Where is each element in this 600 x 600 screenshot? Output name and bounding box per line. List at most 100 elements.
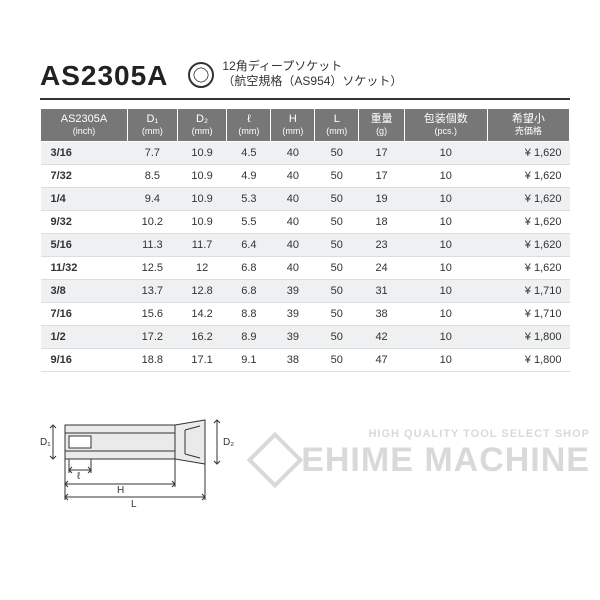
watermark-logo-icon bbox=[247, 432, 304, 489]
table-row: 3/167.710.94.540501710¥ 1,620 bbox=[41, 141, 570, 164]
desc-line2: （航空規格（AS954）ソケット） bbox=[222, 74, 402, 90]
cell: 3/16 bbox=[41, 141, 128, 164]
socket-profile-icon bbox=[188, 62, 214, 88]
cell: 50 bbox=[315, 256, 359, 279]
cell: 18 bbox=[359, 210, 405, 233]
cell: 23 bbox=[359, 233, 405, 256]
table-row: 1/49.410.95.340501910¥ 1,620 bbox=[41, 187, 570, 210]
cell: 42 bbox=[359, 325, 405, 348]
cell: 39 bbox=[271, 302, 315, 325]
diagram-label-h: H bbox=[117, 485, 124, 496]
cell: 12.8 bbox=[177, 279, 227, 302]
cell: 9.4 bbox=[128, 187, 178, 210]
cell: 11/32 bbox=[41, 256, 128, 279]
cell: ¥ 1,800 bbox=[487, 325, 569, 348]
cell: 10 bbox=[404, 302, 487, 325]
diagram-label-l: ℓ bbox=[77, 471, 81, 482]
column-header: 包装個数(pcs.) bbox=[404, 109, 487, 142]
cell: 10.9 bbox=[177, 187, 227, 210]
column-header: H(mm) bbox=[271, 109, 315, 142]
column-header: AS2305A(inch) bbox=[41, 109, 128, 142]
cell: 17.2 bbox=[128, 325, 178, 348]
cell: 10.9 bbox=[177, 141, 227, 164]
cell: 50 bbox=[315, 210, 359, 233]
cell: 10 bbox=[404, 141, 487, 164]
cell: 8.9 bbox=[227, 325, 271, 348]
diagram-label-d2: D₂ bbox=[223, 437, 234, 448]
watermark-tagline: HIGH QUALITY TOOL SELECT SHOP bbox=[255, 428, 590, 440]
cell: 6.8 bbox=[227, 279, 271, 302]
cell: 40 bbox=[271, 164, 315, 187]
watermark-brand-text: EHIME MACHINE bbox=[301, 443, 590, 477]
cell: 9.1 bbox=[227, 348, 271, 371]
cell: 7/16 bbox=[41, 302, 128, 325]
watermark: HIGH QUALITY TOOL SELECT SHOP EHIME MACH… bbox=[255, 428, 600, 480]
cell: ¥ 1,800 bbox=[487, 348, 569, 371]
cell: 11.7 bbox=[177, 233, 227, 256]
table-row: 3/813.712.86.839503110¥ 1,710 bbox=[41, 279, 570, 302]
cell: 8.5 bbox=[128, 164, 178, 187]
table-row: 9/1618.817.19.138504710¥ 1,800 bbox=[41, 348, 570, 371]
cell: 10 bbox=[404, 233, 487, 256]
cell: 1/4 bbox=[41, 187, 128, 210]
cell: ¥ 1,620 bbox=[487, 256, 569, 279]
cell: 50 bbox=[315, 141, 359, 164]
cell: 10 bbox=[404, 348, 487, 371]
cell: 1/2 bbox=[41, 325, 128, 348]
cell: 50 bbox=[315, 325, 359, 348]
cell: 7/32 bbox=[41, 164, 128, 187]
spec-table: AS2305A(inch)D₁(mm)D₂(mm)ℓ(mm)H(mm)L(mm)… bbox=[40, 108, 570, 372]
table-row: 7/1615.614.28.839503810¥ 1,710 bbox=[41, 302, 570, 325]
dimension-diagram: D₁ D₂ ℓ H L bbox=[35, 400, 255, 515]
cell: 47 bbox=[359, 348, 405, 371]
watermark-brand: EHIME MACHINE bbox=[255, 440, 590, 480]
cell: ¥ 1,710 bbox=[487, 302, 569, 325]
cell: 17 bbox=[359, 141, 405, 164]
cell: 50 bbox=[315, 233, 359, 256]
diagram-label-L: L bbox=[131, 499, 137, 510]
cell: 13.7 bbox=[128, 279, 178, 302]
cell: 10 bbox=[404, 256, 487, 279]
cell: 9/16 bbox=[41, 348, 128, 371]
cell: 4.9 bbox=[227, 164, 271, 187]
cell: 9/32 bbox=[41, 210, 128, 233]
cell: 5.3 bbox=[227, 187, 271, 210]
cell: 12 bbox=[177, 256, 227, 279]
cell: 8.8 bbox=[227, 302, 271, 325]
cell: 40 bbox=[271, 233, 315, 256]
diagram-label-d1: D₁ bbox=[40, 437, 51, 448]
cell: 16.2 bbox=[177, 325, 227, 348]
column-header: ℓ(mm) bbox=[227, 109, 271, 142]
cell: 4.5 bbox=[227, 141, 271, 164]
cell: 6.8 bbox=[227, 256, 271, 279]
cell: 10.9 bbox=[177, 164, 227, 187]
cell: ¥ 1,620 bbox=[487, 233, 569, 256]
table-row: 1/217.216.28.939504210¥ 1,800 bbox=[41, 325, 570, 348]
cell: 3/8 bbox=[41, 279, 128, 302]
cell: 10 bbox=[404, 187, 487, 210]
column-header: L(mm) bbox=[315, 109, 359, 142]
cell: 6.4 bbox=[227, 233, 271, 256]
cell: 10.9 bbox=[177, 210, 227, 233]
cell: 10 bbox=[404, 164, 487, 187]
product-description: 12角ディープソケット （航空規格（AS954）ソケット） bbox=[222, 59, 402, 90]
cell: 10 bbox=[404, 210, 487, 233]
cell: 31 bbox=[359, 279, 405, 302]
spec-header: AS2305A 12角ディープソケット （航空規格（AS954）ソケット） bbox=[40, 60, 570, 100]
cell: ¥ 1,710 bbox=[487, 279, 569, 302]
cell: ¥ 1,620 bbox=[487, 187, 569, 210]
cell: 19 bbox=[359, 187, 405, 210]
cell: 10 bbox=[404, 325, 487, 348]
cell: 38 bbox=[359, 302, 405, 325]
cell: ¥ 1,620 bbox=[487, 141, 569, 164]
table-row: 11/3212.5126.840502410¥ 1,620 bbox=[41, 256, 570, 279]
cell: 11.3 bbox=[128, 233, 178, 256]
cell: 7.7 bbox=[128, 141, 178, 164]
cell: 17.1 bbox=[177, 348, 227, 371]
cell: 10 bbox=[404, 279, 487, 302]
desc-line1: 12角ディープソケット bbox=[222, 59, 402, 75]
cell: 39 bbox=[271, 325, 315, 348]
table-row: 7/328.510.94.940501710¥ 1,620 bbox=[41, 164, 570, 187]
table-row: 5/1611.311.76.440502310¥ 1,620 bbox=[41, 233, 570, 256]
cell: 50 bbox=[315, 164, 359, 187]
